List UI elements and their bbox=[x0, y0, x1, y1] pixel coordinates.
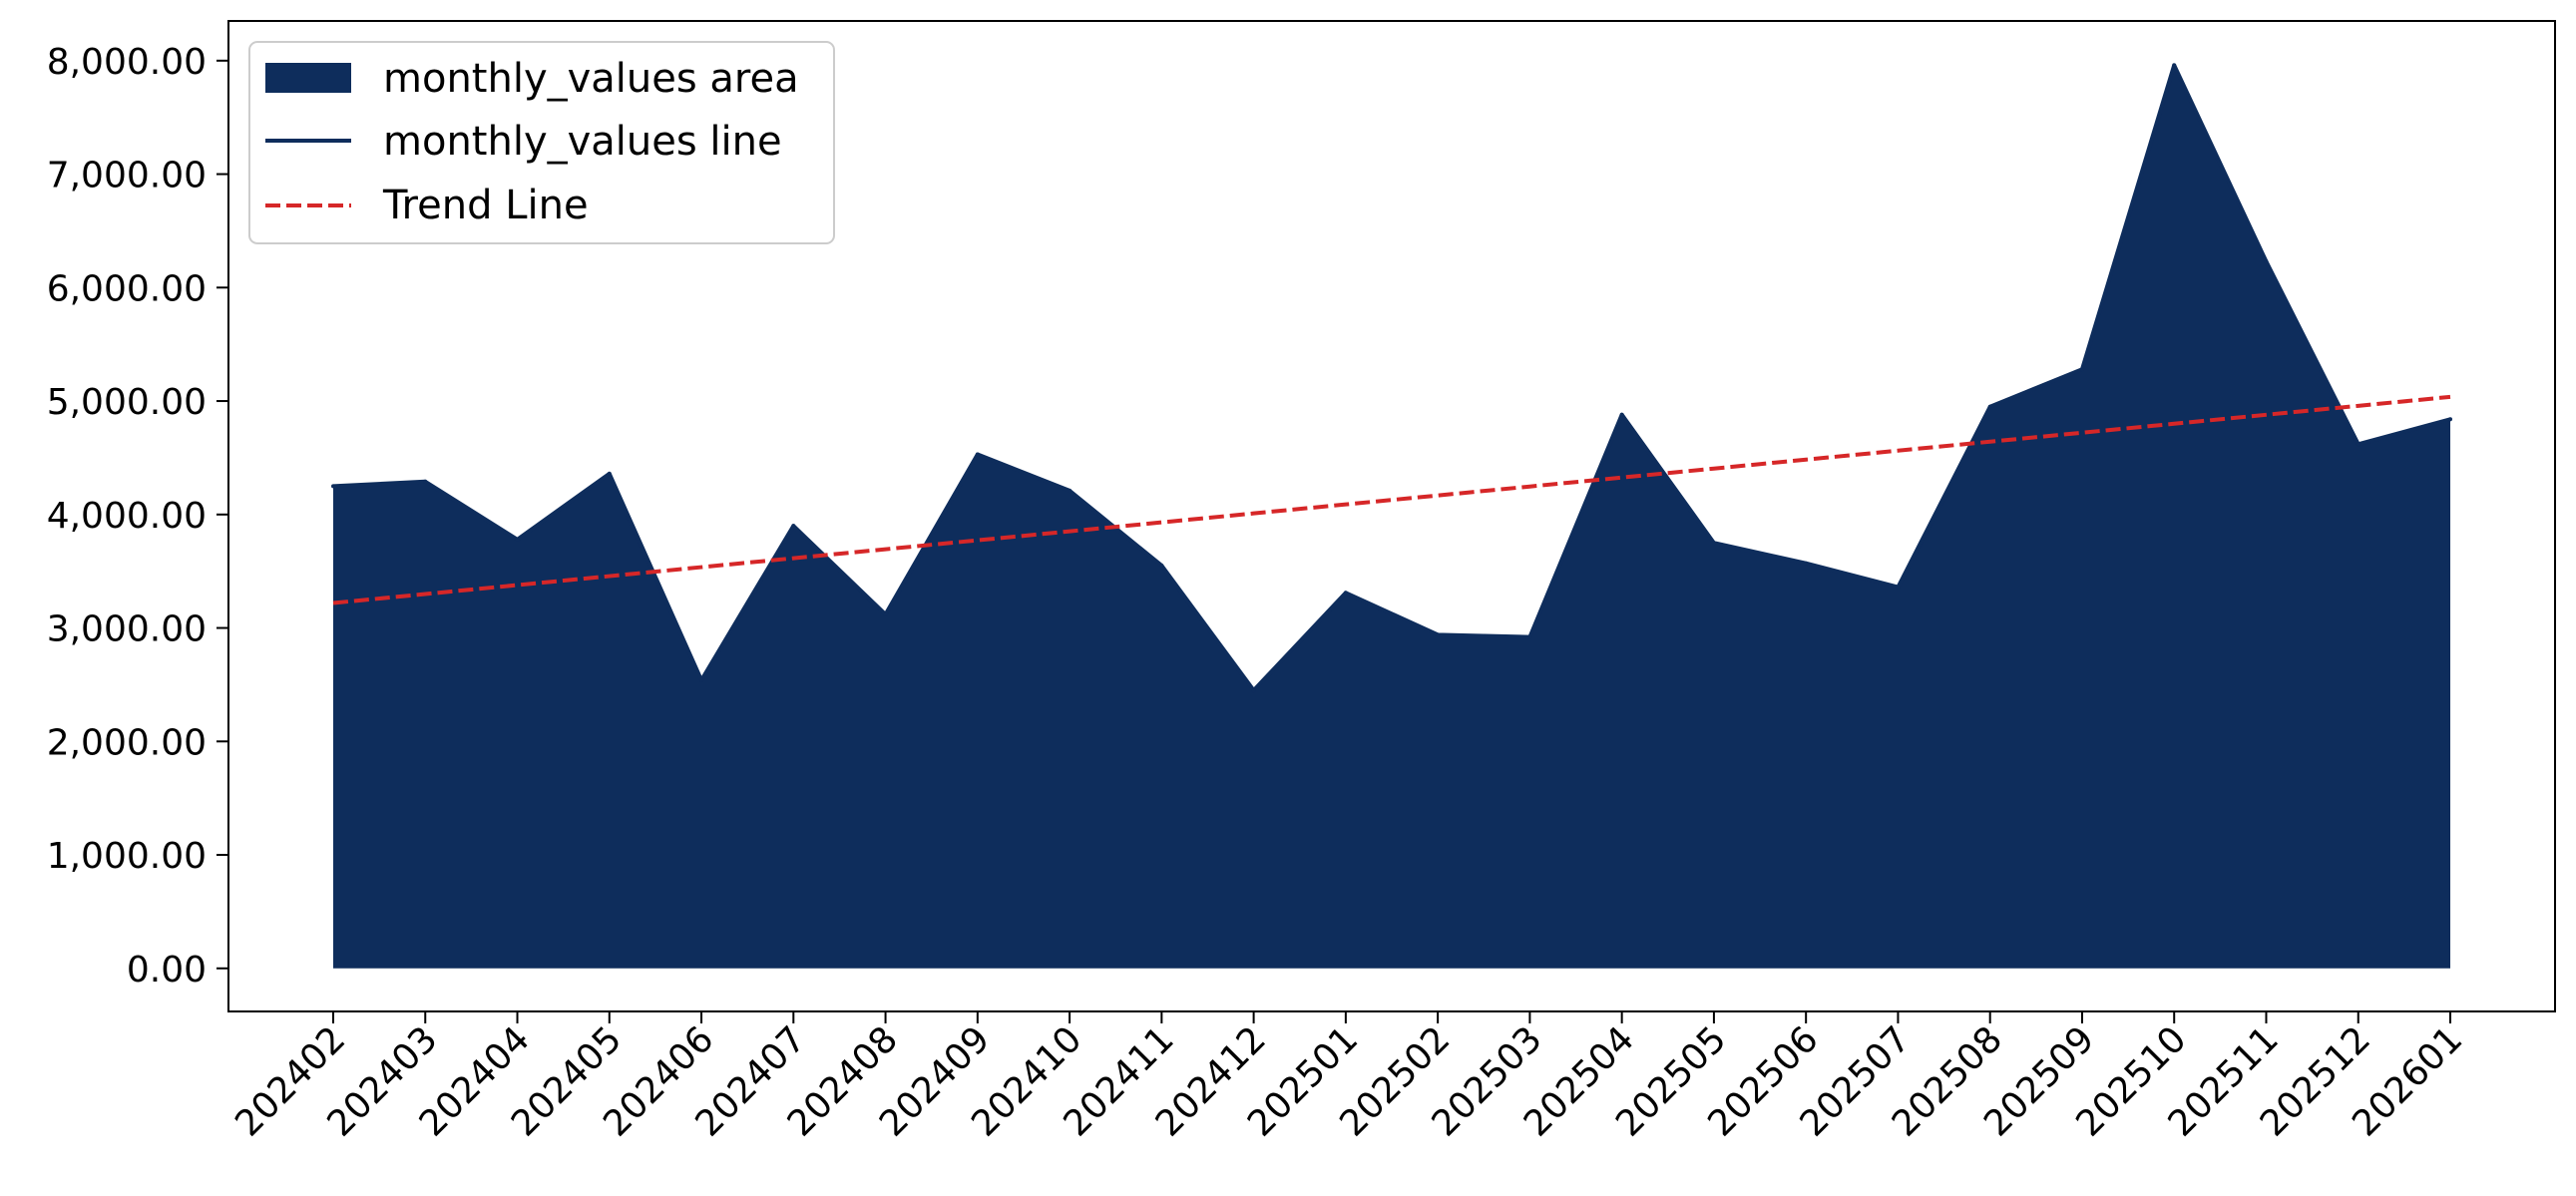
y-tick-label: 7,000.00 bbox=[47, 156, 207, 197]
y-tick-label: 0.00 bbox=[127, 950, 207, 991]
data-point-202511 bbox=[2264, 259, 2269, 264]
series-line-monthly-values bbox=[332, 63, 2451, 693]
series-trend-line bbox=[332, 394, 2451, 605]
data-point-202411 bbox=[1159, 563, 1164, 568]
data-point-202404 bbox=[515, 537, 520, 542]
data-point-202409 bbox=[975, 452, 980, 457]
y-tick-label: 8,000.00 bbox=[47, 42, 207, 83]
data-point-202510 bbox=[2172, 63, 2177, 68]
data-point-202507 bbox=[1896, 585, 1901, 590]
legend-box bbox=[248, 41, 835, 244]
area-layer bbox=[333, 65, 2450, 969]
data-point-202407 bbox=[791, 524, 796, 529]
plot-area bbox=[331, 63, 2452, 969]
data-point-202402 bbox=[331, 484, 335, 489]
data-point-202509 bbox=[2079, 367, 2084, 372]
data-point-202501 bbox=[1343, 591, 1348, 596]
legend: monthly_values area monthly_values line … bbox=[248, 41, 835, 244]
y-tick-label: 3,000.00 bbox=[47, 609, 207, 650]
y-tick-label: 1,000.00 bbox=[47, 836, 207, 877]
data-point-202504 bbox=[1619, 412, 1624, 417]
data-point-202412 bbox=[1251, 688, 1256, 693]
data-point-202505 bbox=[1711, 541, 1716, 546]
y-tick-label: 2,000.00 bbox=[47, 722, 207, 763]
data-point-202503 bbox=[1527, 634, 1532, 639]
series-area-monthly-values bbox=[333, 65, 2450, 969]
plot-frame bbox=[227, 20, 2556, 1012]
data-point-202601 bbox=[2448, 417, 2452, 422]
data-point-202403 bbox=[423, 479, 428, 484]
data-point-202508 bbox=[1987, 404, 1992, 409]
legend-label-trend: Trend Line bbox=[382, 183, 589, 228]
data-point-202506 bbox=[1804, 561, 1809, 566]
data-point-202408 bbox=[883, 611, 888, 616]
data-point-202406 bbox=[699, 677, 704, 682]
legend-swatch-area bbox=[265, 63, 351, 93]
data-point-202502 bbox=[1436, 632, 1441, 637]
y-tick-label: 4,000.00 bbox=[47, 496, 207, 537]
line-layer bbox=[331, 63, 2452, 693]
y-tick-label: 6,000.00 bbox=[47, 268, 207, 309]
trend-layer bbox=[332, 394, 2451, 605]
legend-label-area: monthly_values area bbox=[383, 56, 799, 102]
data-point-202405 bbox=[607, 471, 612, 476]
y-tick-label: 5,000.00 bbox=[47, 382, 207, 423]
data-point-202410 bbox=[1068, 488, 1073, 493]
legend-label-line: monthly_values line bbox=[383, 119, 782, 165]
data-point-202512 bbox=[2356, 442, 2361, 447]
y-axis: 0.00 1,000.00 2,000.00 3,000.00 4,000.00 5,00… bbox=[47, 42, 228, 991]
